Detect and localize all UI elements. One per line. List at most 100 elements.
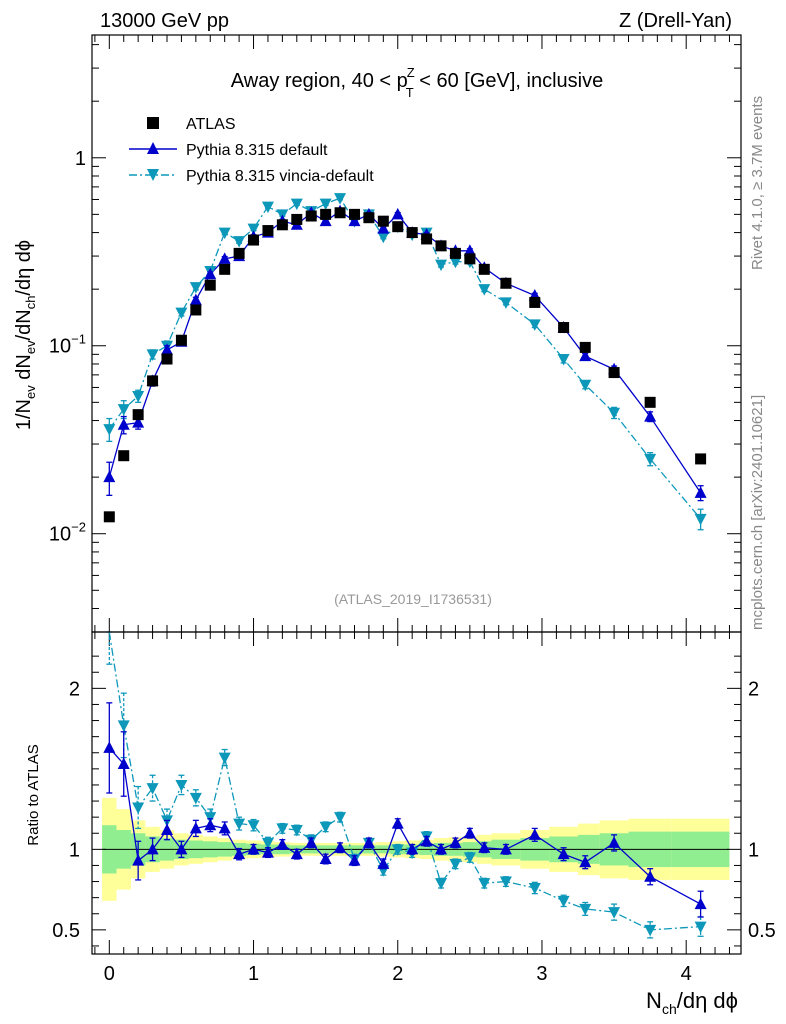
ratio-xtick-label: 3 <box>536 963 547 985</box>
atlas-point <box>421 233 433 245</box>
atlas-point <box>291 213 303 225</box>
vincia-point <box>478 284 491 296</box>
atlas-point <box>478 263 490 275</box>
atlas-point <box>500 277 512 289</box>
vincia-point <box>435 259 448 272</box>
main-panel: 10−2 10−1 1 Away region, 40 < pZ T < 60 [Ge… <box>13 34 742 633</box>
vincia-point <box>103 424 116 436</box>
vincia-point <box>247 223 260 236</box>
ratio-default-point <box>146 842 159 855</box>
ratio-vincia-point <box>499 876 512 889</box>
atlas-point <box>644 396 656 408</box>
ratio-default-point <box>175 842 188 855</box>
atlas-point <box>233 247 245 259</box>
ratio-vincia-point <box>644 924 657 937</box>
ratio-default-point <box>463 826 476 839</box>
ratio-default-point <box>334 841 347 853</box>
legend-marker-default <box>147 142 159 154</box>
ratio-vincia-point <box>261 837 274 850</box>
default-point <box>160 343 173 355</box>
atlas-point <box>219 263 231 275</box>
atlas-point <box>392 221 404 233</box>
vincia-point <box>290 198 303 211</box>
ratio-xtick-label: 1 <box>248 963 259 985</box>
default-point <box>694 486 707 498</box>
default-point <box>377 222 390 234</box>
ratio-xtick-label: 4 <box>681 963 692 985</box>
ratio-vincia-point <box>608 907 621 919</box>
atlas-point <box>320 208 332 220</box>
ratio-xtick-label: 2 <box>392 963 403 985</box>
atlas-point <box>132 409 144 421</box>
default-point <box>132 416 145 428</box>
title-sup: Z <box>407 65 415 80</box>
vincia-point <box>608 407 621 420</box>
atlas-point <box>147 375 159 387</box>
main-ylabel: 1/Nev dNev/dNch/dη dϕ <box>13 240 38 430</box>
vincia-point <box>319 198 332 211</box>
ratio-ytick-label: 2 <box>69 678 80 700</box>
atlas-point <box>161 353 173 365</box>
ratio-default-point <box>319 852 332 865</box>
ratio-vincia-point <box>117 720 130 732</box>
default-point <box>463 244 476 256</box>
title-pre: Away region, 40 < p <box>231 70 408 92</box>
legend-label-atlas: ATLAS <box>186 116 236 133</box>
ratio-ytick-label: 1 <box>69 839 80 861</box>
ratio-default-point <box>391 817 404 829</box>
vincia-point <box>449 256 462 269</box>
ratio-vincia-point <box>557 895 570 908</box>
main-ytick-label: 1 <box>75 148 86 170</box>
vincia-point <box>694 513 707 526</box>
ratio-default-point <box>449 836 462 848</box>
ratio-line-default <box>108 747 701 905</box>
vincia-point <box>334 193 347 205</box>
ratio-default-point <box>290 847 303 860</box>
ratio-vincia-point <box>391 844 404 856</box>
vincia-point <box>132 391 145 403</box>
atlas-point <box>118 450 130 462</box>
ratio-vincia-point <box>218 752 231 765</box>
ratio-vincia-point <box>146 783 159 795</box>
atlas-point <box>175 334 187 346</box>
default-point <box>189 293 202 306</box>
series-line-vincia <box>108 197 702 520</box>
ratio-default-point <box>644 870 657 882</box>
vincia-point <box>117 404 130 416</box>
ratio-default-point <box>132 854 145 866</box>
ratio-line-vincia <box>108 631 701 931</box>
ratio-vincia-point <box>233 818 246 831</box>
ratio-vincia-point <box>449 858 462 871</box>
legend: ATLAS Pythia 8.315 default Pythia 8.315 … <box>129 116 374 185</box>
ratio-default-point <box>557 847 570 860</box>
main-ytick-label-exp: −2 <box>71 520 86 535</box>
ratio-default-point <box>528 828 541 840</box>
main-ytick-label: 10−1 <box>49 332 86 358</box>
default-point <box>319 214 332 227</box>
atlas-point <box>334 207 346 219</box>
ratio-default-point <box>478 841 491 853</box>
atlas-point <box>695 453 707 465</box>
default-point <box>103 470 116 483</box>
atlas-point <box>276 219 288 231</box>
ratio-vincia-point <box>579 903 592 916</box>
ratio-default-point <box>261 846 274 858</box>
ratio-vincia-point <box>132 802 145 814</box>
vincia-point <box>175 307 188 320</box>
mcplots-label: mcplots.cern.ch [arXiv:2401.10621] <box>749 395 766 630</box>
ratio-default-point <box>160 823 173 836</box>
ratio-ytick-label-right: 0.5 <box>748 920 776 942</box>
ratio-default-point <box>189 821 202 834</box>
atlas-point <box>435 240 447 252</box>
ratio-vincia-point <box>319 821 332 834</box>
atlas-point <box>529 296 541 308</box>
ratio-xlabel: Nch/dη dϕ <box>646 988 738 1017</box>
ratio-default-point <box>103 741 116 753</box>
atlas-point <box>103 511 115 523</box>
ratio-vincia-point <box>435 878 448 890</box>
ratio-default-point <box>608 836 621 848</box>
ratio-xtick-label: 0 <box>104 963 115 985</box>
ratio-vincia-point <box>463 852 476 864</box>
ratio-ytick-label-right: 2 <box>748 678 759 700</box>
vincia-point <box>146 349 159 361</box>
